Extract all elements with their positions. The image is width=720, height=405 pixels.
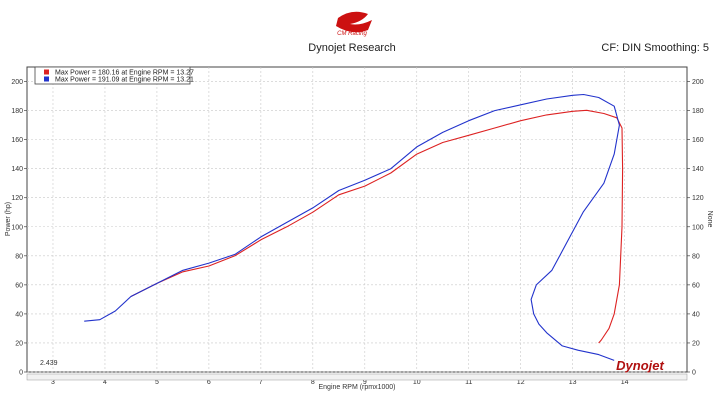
grid [27, 67, 687, 373]
x-tick-label: 7 [259, 379, 263, 386]
dynojet-watermark: Dynojet [616, 358, 664, 373]
y2-tick-label: 200 [692, 79, 704, 86]
y2-tick-label: 120 [692, 195, 704, 202]
x-scroll-track[interactable] [26, 373, 688, 381]
y-tick-label: 200 [11, 79, 23, 86]
y2-axis-label: None [706, 211, 713, 228]
y-tick-label: 100 [11, 224, 23, 231]
x-tick-label: 10 [413, 379, 421, 386]
y-axis-label: Power (hp) [5, 202, 12, 236]
x-axis-label: Engine RPM (rpmx1000) [318, 384, 395, 391]
x-tick-label: 9 [363, 379, 367, 386]
legend-swatch-red [44, 69, 49, 75]
y-tick-label: 20 [15, 340, 23, 347]
series-line-2 [84, 93, 620, 361]
brand-title: Dynojet Research [308, 42, 395, 54]
y-axis-left: 0 20 40 60 80 100 120 140 160 180 200 [11, 79, 27, 377]
legend: Max Power = 180.16 at Engine RPM = 13.27… [34, 66, 194, 85]
legend-entry-1: Max Power = 180.16 at Engine RPM = 13.27 [55, 70, 194, 77]
x-tick-label: 4 [103, 379, 107, 386]
y2-tick-label: 160 [692, 137, 704, 144]
series-lines [84, 93, 624, 361]
x-tick-label: 12 [517, 379, 525, 386]
x-tick-label: 8 [311, 379, 315, 386]
corner-readout: 2.439 [40, 360, 58, 367]
logo-text: CM Racing [337, 31, 367, 37]
y2-tick-label: 0 [692, 370, 696, 377]
x-tick-label: 14 [621, 379, 629, 386]
y2-tick-label: 40 [692, 311, 700, 318]
y2-tick-label: 100 [692, 224, 704, 231]
x-axis: 3 4 5 6 7 8 9 10 11 12 13 14 [51, 379, 629, 386]
y2-tick-label: 20 [692, 340, 700, 347]
series-line-1 [130, 109, 624, 344]
y-tick-label: 160 [11, 137, 23, 144]
y-tick-label: 80 [15, 253, 23, 260]
x-tick-label: 5 [155, 379, 159, 386]
y-tick-label: 0 [19, 370, 23, 377]
svg-text:Dynojet: Dynojet [616, 358, 664, 373]
y2-tick-label: 60 [692, 282, 700, 289]
y2-tick-label: 80 [692, 253, 700, 260]
y-tick-label: 120 [11, 195, 23, 202]
x-tick-label: 13 [569, 379, 577, 386]
x-tick-label: 3 [51, 379, 55, 386]
y-tick-label: 140 [11, 166, 23, 173]
y2-tick-label: 140 [692, 166, 704, 173]
logo: CM Racing [336, 11, 372, 37]
y-tick-label: 40 [15, 311, 23, 318]
x-tick-label: 11 [465, 379, 472, 386]
y-tick-label: 60 [15, 282, 23, 289]
run-info: CF: DIN Smoothing: 5 [601, 42, 709, 54]
legend-box [34, 66, 191, 85]
y-tick-label: 180 [11, 108, 23, 115]
plot-area [26, 66, 688, 373]
legend-entry-2: Max Power = 191.09 at Engine RPM = 13.21 [55, 77, 194, 84]
y-axis-right: 0 20 40 60 80 100 120 140 160 180 200 [687, 79, 704, 377]
y2-tick-label: 180 [692, 108, 704, 115]
legend-swatch-blue [44, 76, 49, 82]
x-tick-label: 6 [207, 379, 211, 386]
